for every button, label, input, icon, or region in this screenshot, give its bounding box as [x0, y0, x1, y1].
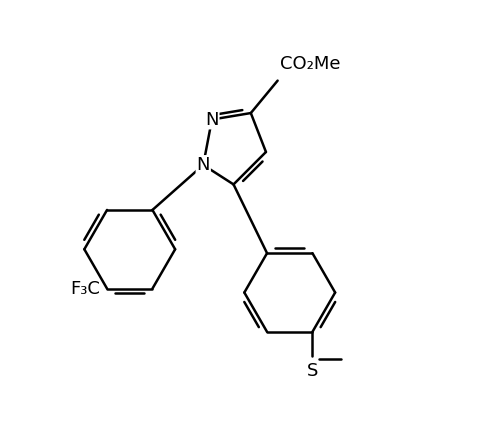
- Text: S: S: [307, 362, 318, 380]
- Text: CO₂Me: CO₂Me: [280, 55, 340, 73]
- Text: F₃C: F₃C: [70, 279, 101, 297]
- Text: N: N: [205, 110, 219, 128]
- Text: N: N: [197, 156, 210, 174]
